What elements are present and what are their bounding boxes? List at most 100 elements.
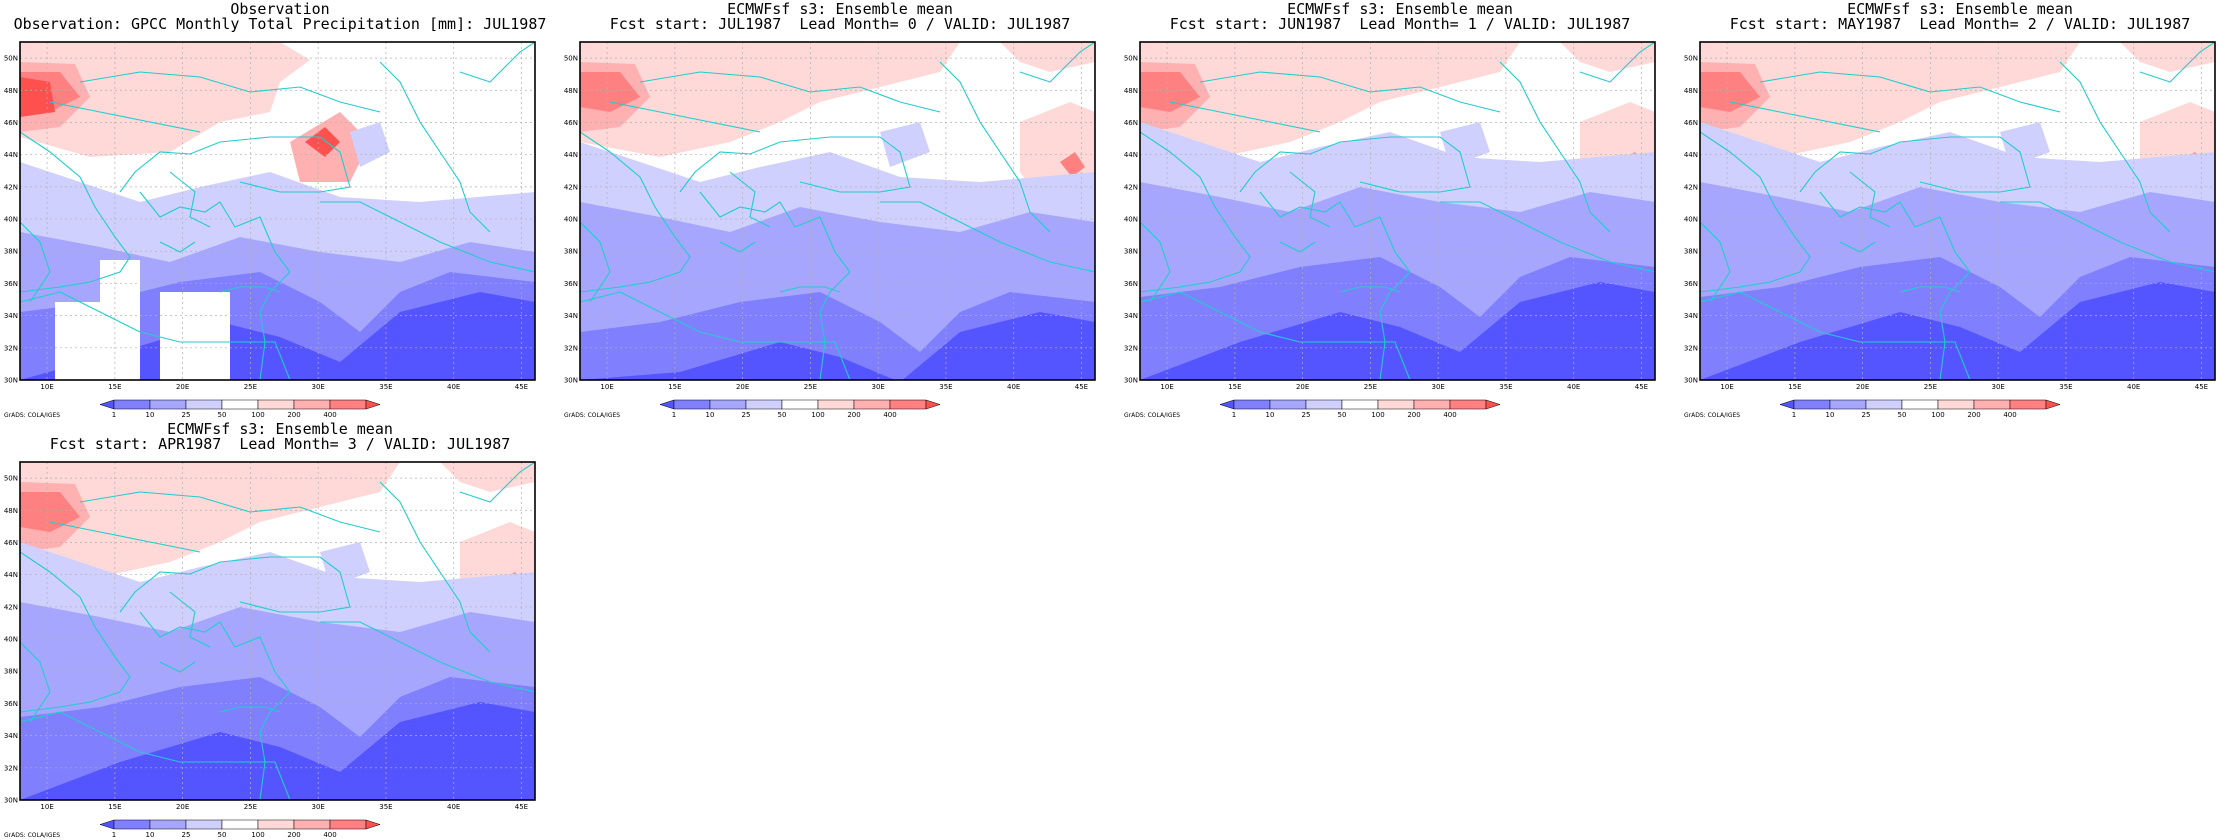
lat-tick-label: 40N <box>4 636 18 644</box>
colorbar-segment <box>673 399 711 410</box>
coastline-border <box>20 711 291 800</box>
lat-tick-label: 44N <box>1124 151 1138 159</box>
lon-tick-label: 40E <box>1567 383 1580 391</box>
colorbar-segment <box>781 399 819 410</box>
lon-tick-label: 20E <box>176 383 189 391</box>
colorbar-label: 10 <box>146 411 155 419</box>
lat-tick-label: 30N <box>4 797 18 805</box>
coastline-border <box>1140 291 1411 380</box>
lat-tick-label: 42N <box>4 603 18 611</box>
coastline-border <box>1440 201 1655 273</box>
lat-tick-label: 34N <box>4 732 18 740</box>
coastline-border <box>1279 241 1316 253</box>
lon-tick-label: 15E <box>668 383 681 391</box>
colorbar-segment <box>149 819 187 830</box>
lon-tick-label: 25E <box>244 803 257 811</box>
precipitation-map: 10E 15E 20E 25E 30E 35E 40E 45E 30N 32N 34N 36N 38N 4… <box>4 41 536 419</box>
colorbar-segment <box>853 399 891 410</box>
colorbar-segment <box>149 399 187 410</box>
lon-tick-label: 10E <box>40 383 53 391</box>
lon-tick-label: 35E <box>379 383 392 391</box>
lon-tick-label: 35E <box>379 803 392 811</box>
coastline-border <box>1849 171 1891 228</box>
lon-tick-label: 35E <box>939 383 952 391</box>
coastline-border <box>320 621 535 693</box>
colorbar-label: 50 <box>218 411 227 419</box>
coastline-border <box>219 286 281 293</box>
grads-credit: GrADS: COLA/IGES <box>564 412 621 419</box>
coastline-border <box>20 221 51 303</box>
colorbar-label: 400 <box>323 411 336 419</box>
map-panel: ECMWFsf s3: Ensemble mean Fcst start: MAY… <box>1680 0 2240 420</box>
shade-deep-blue <box>580 312 1095 380</box>
lon-tick-label: 35E <box>2059 383 2072 391</box>
colorbar-arrow-high <box>365 399 381 410</box>
coastline-border <box>639 71 941 113</box>
lon-tick-label: 20E <box>736 383 749 391</box>
colorbar-segment <box>1269 399 1307 410</box>
lon-tick-label: 10E <box>1160 383 1173 391</box>
colorbar-segment <box>329 819 367 830</box>
lon-tick-label: 10E <box>1720 383 1733 391</box>
colorbar-label: 200 <box>847 411 860 419</box>
lat-tick-label: 34N <box>564 312 578 320</box>
lon-tick-label: 45E <box>515 383 528 391</box>
lat-tick-label: 50N <box>1124 55 1138 63</box>
colorbar-arrow-high <box>365 819 381 830</box>
panel-title-line2: Fcst start: APR1987 Lead Month= 3 / VALI… <box>49 435 511 453</box>
coastline-border <box>880 201 1095 273</box>
lat-tick-label: 48N <box>1684 87 1698 95</box>
precipitation-map: 10E 15E 20E 25E 30E 35E 40E 45E 30N 32N 34N 36N 38N 4… <box>4 461 536 839</box>
coastline-border <box>49 101 201 133</box>
colorbar-label: 1 <box>112 831 116 839</box>
coastline-border <box>580 131 691 293</box>
colorbar-label: 25 <box>742 411 751 419</box>
colorbar-segment <box>293 819 331 830</box>
coastline-border <box>139 611 291 693</box>
coastline-border <box>119 136 351 193</box>
precipitation-map: 10E 15E 20E 25E 30E 35E 40E 45E 30N 32N 34N 36N 38N 4… <box>1684 41 2216 419</box>
coastline-border <box>79 491 381 533</box>
panel-title: ECMWFsf s3: Ensemble mean Fcst start: JUL… <box>560 2 1120 32</box>
shade-light-pink <box>20 42 310 157</box>
coastline-border <box>20 291 291 380</box>
coastline-border <box>1140 221 1171 303</box>
lat-tick-label: 32N <box>4 764 18 772</box>
colorbar-segment <box>113 399 151 410</box>
lat-tick-label: 50N <box>4 55 18 63</box>
colorbar-label: 1 <box>1232 411 1236 419</box>
colorbar-label: 25 <box>1302 411 1311 419</box>
colorbar-segment <box>1793 399 1831 410</box>
precipitation-map: 10E 15E 20E 25E 30E 35E 40E 45E 30N 32N 34N 36N 38N 4… <box>1124 41 1656 419</box>
colorbar-arrow-low <box>99 819 115 830</box>
coastline-border <box>20 551 131 713</box>
colorbar-label: 200 <box>1967 411 1980 419</box>
coastline-border <box>1499 61 1611 233</box>
colorbar-segment <box>257 399 295 410</box>
lon-tick-label: 30E <box>1431 383 1444 391</box>
shade-light-blue-blacksea <box>320 542 370 587</box>
colorbar-label: 10 <box>706 411 715 419</box>
shade-deep-red <box>20 77 55 117</box>
colorbar-label: 400 <box>883 411 896 419</box>
colorbar-label: 10 <box>1826 411 1835 419</box>
lon-tick-label: 25E <box>1364 383 1377 391</box>
colorbar-segment <box>221 399 259 410</box>
colorbar-label: 400 <box>1443 411 1456 419</box>
colorbar-label: 50 <box>1338 411 1347 419</box>
shade-red <box>580 72 640 112</box>
coastline-border <box>1289 171 1331 228</box>
lon-tick-label: 30E <box>311 383 324 391</box>
colorbar-label: 25 <box>182 831 191 839</box>
colorbar-label: 100 <box>251 831 264 839</box>
colorbar-segment <box>221 819 259 830</box>
colorbar-segment <box>329 399 367 410</box>
colorbar-arrow-low <box>659 399 675 410</box>
map-frame <box>19 461 536 801</box>
coastline-border <box>379 61 491 233</box>
coastline-border <box>169 591 211 648</box>
lat-tick-label: 48N <box>564 87 578 95</box>
lat-tick-label: 36N <box>4 280 18 288</box>
shade-light-blue-caspian <box>350 122 390 167</box>
colorbar-label: 200 <box>287 831 300 839</box>
